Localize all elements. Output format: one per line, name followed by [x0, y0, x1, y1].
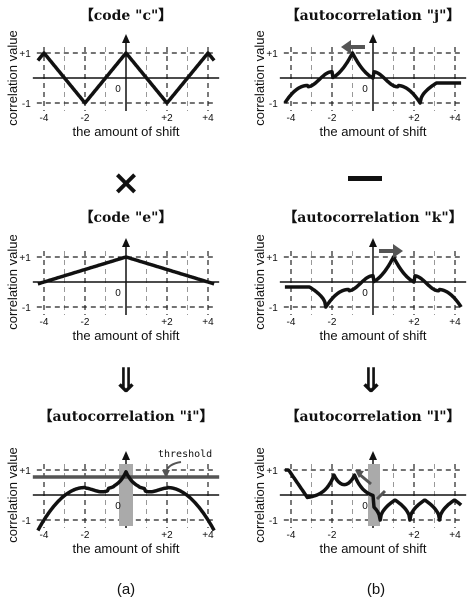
correlation-curve-i [36, 470, 216, 532]
x-tick-label: -4 [40, 113, 49, 124]
y-axis-label: correlation value [252, 234, 267, 329]
x-tick-label: 0 [115, 288, 121, 299]
implies-arrow-left: ⇓ [112, 361, 141, 401]
x-tick-label: +2 [408, 317, 420, 328]
x-tick-label: +2 [161, 530, 173, 541]
y-axis-arrowhead [369, 238, 377, 247]
x-tick-label: 0 [362, 288, 368, 299]
overlap-arrow-2 [375, 489, 387, 501]
x-tick-label: +2 [408, 113, 420, 124]
x-tick-label: -2 [81, 317, 90, 328]
correlation-curve-e [37, 255, 215, 286]
x-tick-label: -2 [328, 317, 337, 328]
panel-c: 【code "c"】 +1 -1 -4 -2 0 +2 +4 the amount of shi… [5, 8, 220, 139]
x-tick-label: +4 [202, 317, 214, 328]
y-tick-label: +1 [266, 49, 278, 60]
x-tick-label: +4 [449, 113, 461, 124]
panel-l: 【autocorrelation "l"】 +1 -1 -4 -2 0 +2 +4 the am… [252, 409, 467, 556]
panel-title-k: 【autocorrelation "k"】 [283, 210, 462, 226]
x-tick-label: 0 [362, 501, 368, 512]
x-axis-label: the amount of shift [320, 124, 427, 139]
correlation-curve-k [284, 255, 463, 309]
x-tick-label: +4 [202, 530, 214, 541]
x-tick-label: +4 [202, 113, 214, 124]
y-tick-label: -1 [269, 99, 278, 110]
panel-k: 【autocorrelation "k"】 +1 -1 -4 -2 0 +2 +4 the am… [252, 210, 467, 343]
x-tick-label: 0 [362, 84, 368, 95]
x-tick-label: -4 [287, 113, 296, 124]
x-axis-label: the amount of shift [73, 124, 180, 139]
x-axis-label: the amount of shift [320, 541, 427, 556]
y-tick-label: -1 [22, 99, 31, 110]
y-axis-label: correlation value [252, 30, 267, 125]
caption-a: (a) [117, 581, 135, 598]
x-tick-label: +4 [449, 317, 461, 328]
y-axis-arrowhead [122, 238, 130, 247]
y-tick-label: +1 [19, 253, 31, 264]
x-axis-label: the amount of shift [73, 541, 180, 556]
panel-title-e: 【code "e"】 [80, 210, 173, 226]
y-tick-label: -1 [269, 303, 278, 314]
y-tick-label: +1 [19, 49, 31, 60]
x-tick-label: +2 [161, 113, 173, 124]
shift-left-arrow [341, 40, 365, 54]
multiply-operator: × [112, 163, 141, 203]
y-axis-label: correlation value [5, 30, 20, 125]
y-tick-label: +1 [266, 253, 278, 264]
y-axis-arrowhead [122, 34, 130, 43]
y-axis-arrowhead [122, 451, 130, 460]
x-tick-label: -2 [81, 530, 90, 541]
y-axis-label: correlation value [5, 447, 20, 542]
y-tick-label: +1 [19, 466, 31, 477]
y-tick-label: -1 [22, 303, 31, 314]
x-axis-label: the amount of shift [320, 328, 427, 343]
x-tick-label: -2 [328, 113, 337, 124]
x-tick-label: -4 [287, 530, 296, 541]
x-tick-label: +4 [449, 530, 461, 541]
threshold-label: threshold [158, 449, 212, 460]
x-tick-label: +2 [408, 530, 420, 541]
x-tick-label: -4 [287, 317, 296, 328]
threshold-pointer-head [162, 470, 170, 478]
overlap-arrow [358, 472, 372, 486]
x-tick-label: +2 [161, 317, 173, 328]
x-axis-label: the amount of shift [73, 328, 180, 343]
y-tick-label: +1 [266, 466, 278, 477]
y-axis-label: correlation value [252, 447, 267, 542]
shift-right-arrow [379, 244, 403, 258]
panel-title-i: 【autocorrelation "i"】 [38, 409, 213, 425]
panel-title-c: 【code "c"】 [80, 8, 173, 24]
x-tick-label: -2 [328, 530, 337, 541]
panel-title-l: 【autocorrelation "l"】 [285, 409, 460, 425]
y-axis-arrowhead [369, 451, 377, 460]
x-tick-label: 0 [115, 501, 121, 512]
correlation-curve-j [283, 51, 462, 105]
panel-title-j: 【autocorrelation "j"】 [286, 8, 461, 24]
panel-e: 【code "e"】 +1 -1 -4 -2 0 +2 +4 the amount of shi… [5, 210, 220, 343]
x-tick-label: 0 [115, 84, 121, 95]
panel-i: 【autocorrelation "i"】 threshold +1 -1 -4 -2 0 +… [5, 409, 220, 556]
correlation-curve-c [36, 51, 216, 105]
caption-b: (b) [367, 581, 385, 598]
implies-arrow-right: ⇓ [357, 361, 386, 401]
minus-operator [348, 176, 382, 181]
y-tick-label: -1 [22, 516, 31, 527]
x-tick-label: -4 [40, 317, 49, 328]
y-axis-label: correlation value [5, 234, 20, 329]
panel-j: 【autocorrelation "j"】 +1 -1 -4 -2 0 +2 +4 the am… [252, 8, 467, 139]
x-tick-label: -4 [40, 530, 49, 541]
y-axis-arrowhead [369, 34, 377, 43]
y-tick-label: -1 [269, 516, 278, 527]
overlap-arrow-head [355, 470, 364, 478]
correlation-curve-l [284, 468, 463, 522]
x-tick-label: -2 [81, 113, 90, 124]
